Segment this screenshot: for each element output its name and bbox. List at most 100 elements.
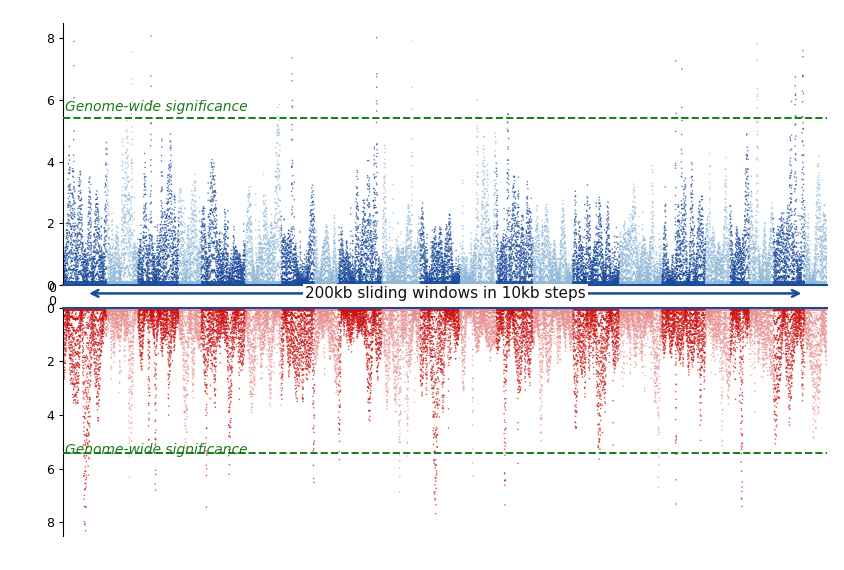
Point [627,327,641,336]
Point [155,336,169,345]
Point [230,320,243,329]
Point [403,207,416,217]
Point [142,275,155,284]
Point [137,303,150,312]
Point [192,343,205,352]
Point [788,330,802,339]
Point [110,323,123,332]
Point [725,242,738,251]
Point [592,320,606,329]
Point [741,201,755,210]
Point [241,337,255,347]
Point [524,270,538,279]
Point [780,259,793,268]
Point [90,327,104,336]
Point [454,272,468,282]
Point [80,271,94,280]
Point [230,307,244,316]
Point [275,259,289,268]
Point [500,327,514,336]
Point [695,269,709,278]
Point [404,249,418,258]
Point [203,330,217,339]
Point [59,339,73,348]
Point [759,338,772,347]
Point [527,243,540,252]
Point [137,233,150,242]
Point [363,316,376,325]
Point [317,255,331,264]
Point [377,325,391,334]
Point [641,308,655,317]
Point [473,256,487,265]
Point [389,363,403,372]
Point [775,264,788,274]
Point [131,307,144,316]
Point [522,369,536,378]
Point [793,324,807,333]
Point [679,323,693,332]
Point [495,254,509,263]
Point [441,246,455,255]
Point [600,275,614,284]
Point [68,127,81,136]
Point [410,308,424,317]
Point [785,280,798,290]
Point [695,247,709,256]
Point [374,348,387,357]
Point [276,314,289,323]
Point [393,433,407,442]
Point [378,198,392,207]
Point [771,238,785,247]
Point [316,311,329,320]
Point [142,253,155,262]
Point [344,275,358,284]
Point [147,266,160,275]
Point [422,324,436,333]
Point [596,339,609,348]
Point [215,273,229,282]
Point [639,266,652,275]
Point [114,259,127,268]
Point [614,255,628,264]
Point [603,263,617,272]
Point [250,267,263,276]
Point [651,272,664,282]
Point [317,264,331,273]
Point [410,273,424,282]
Point [786,229,799,238]
Point [214,343,227,352]
Point [662,322,675,331]
Point [164,256,177,265]
Point [393,275,407,284]
Point [807,433,820,442]
Point [553,267,566,276]
Point [452,279,465,288]
Point [764,218,777,227]
Point [489,329,502,339]
Point [303,315,316,324]
Point [86,253,100,262]
Point [696,256,710,266]
Point [153,307,166,316]
Point [452,269,465,278]
Point [311,279,325,288]
Point [241,255,254,264]
Point [156,259,170,268]
Point [776,273,789,282]
Point [514,242,528,251]
Point [517,328,530,337]
Point [713,263,727,272]
Point [797,124,810,133]
Point [800,249,814,258]
Point [607,275,620,284]
Point [257,325,270,334]
Point [276,372,289,381]
Point [344,277,358,286]
Point [363,358,376,367]
Point [591,329,604,338]
Point [78,247,92,256]
Point [148,268,161,278]
Point [403,226,417,235]
Point [722,355,736,364]
